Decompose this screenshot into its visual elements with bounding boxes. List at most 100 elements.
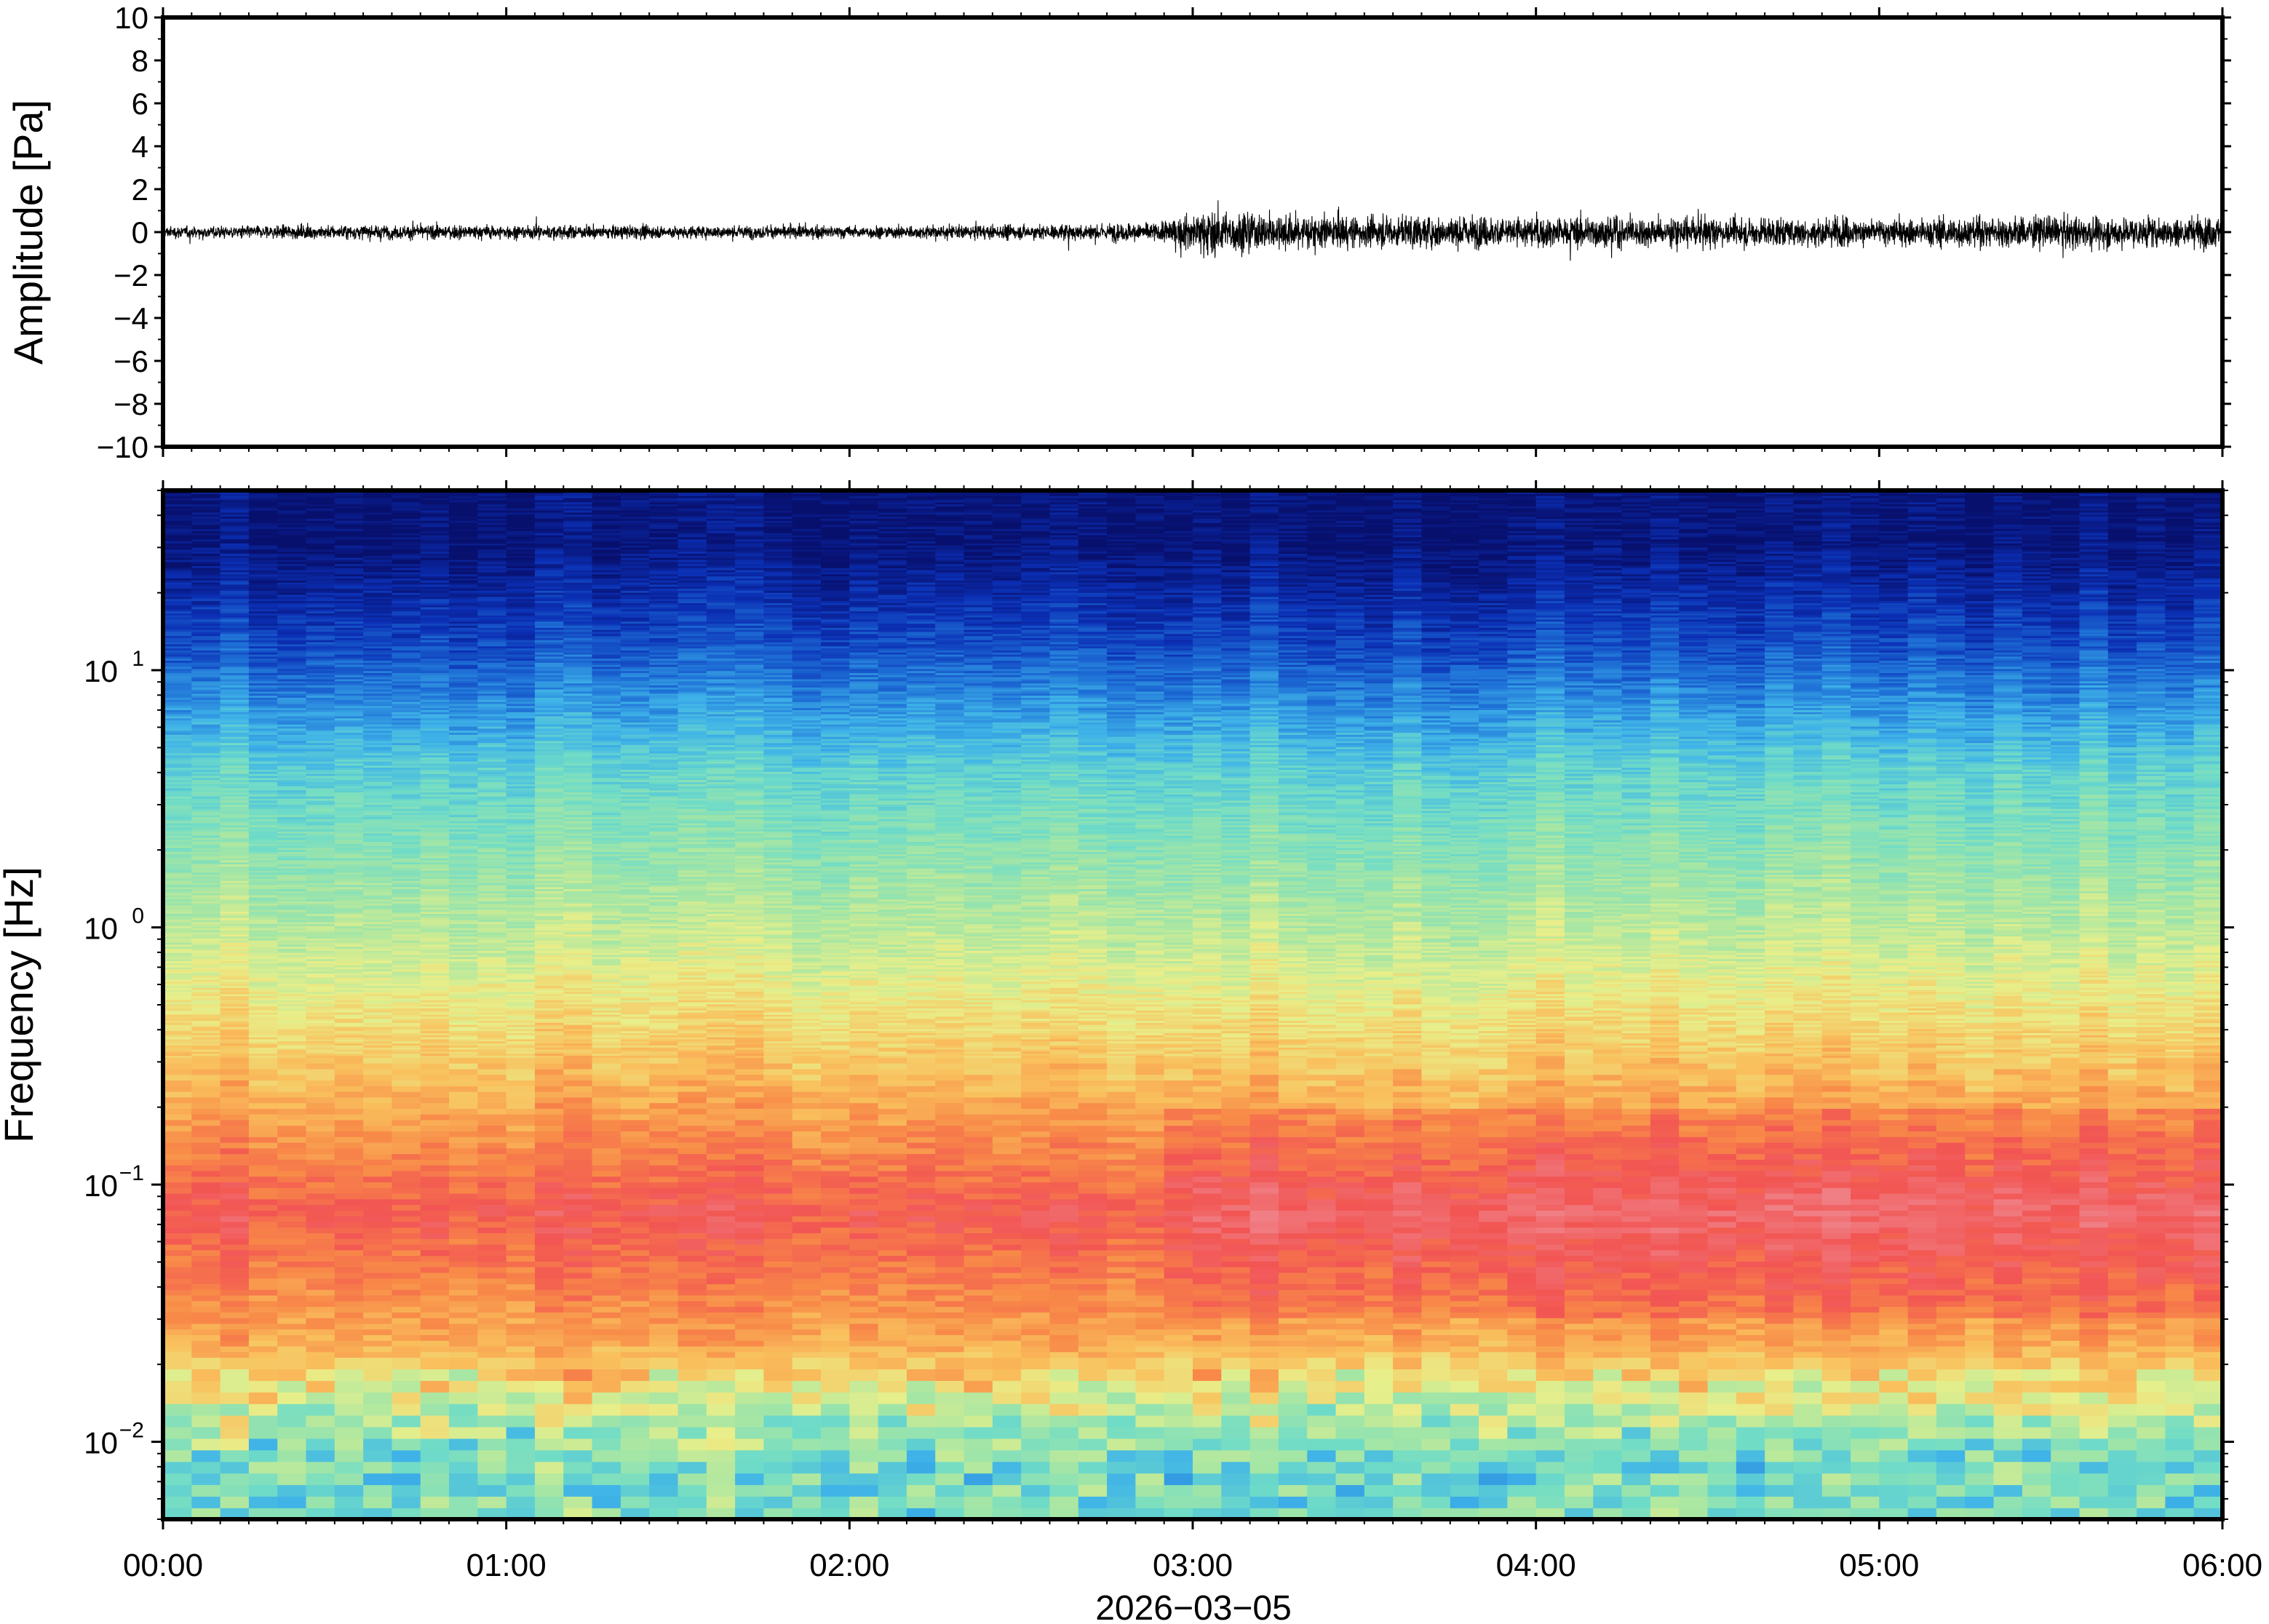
spectrogram-cell (420, 1392, 450, 1404)
spectrogram-cell (277, 1204, 307, 1211)
spectrogram-cell (163, 687, 193, 690)
spectrogram-cell (306, 1010, 335, 1013)
spectrogram-cell (449, 1221, 479, 1228)
spectrogram-cell (277, 901, 307, 904)
spectrogram-cell (191, 672, 221, 675)
spectrogram-cell (392, 792, 421, 795)
spectrogram-cell (306, 697, 335, 700)
spectrogram-cell (506, 1147, 536, 1155)
spectrogram-cell (277, 891, 307, 893)
spectrogram-cell (191, 615, 221, 618)
spectrogram-cell (306, 944, 335, 947)
spectrogram-cell (306, 563, 335, 567)
spectrogram-cell (449, 1086, 479, 1092)
spectrogram-cell (277, 785, 307, 789)
spectrogram-cell (306, 699, 335, 702)
spectrogram-cell (392, 608, 421, 612)
spectrogram-cell (392, 625, 421, 628)
spectrogram-cell (277, 942, 307, 945)
spectrogram-cell (220, 709, 250, 712)
spectrogram-cell (163, 602, 193, 605)
spectrogram-cell (420, 627, 450, 630)
spectrogram-cell (220, 841, 250, 844)
spectrogram-cell (420, 1198, 450, 1206)
spectrogram-cell (163, 1272, 193, 1279)
spectrogram-cell (220, 1113, 250, 1121)
spectrogram-cell (420, 653, 450, 657)
spectrogram-cell (277, 1182, 307, 1188)
spectrogram-cell (248, 853, 279, 856)
spectrogram-cell (449, 1045, 479, 1048)
spectrogram-cell (334, 495, 364, 498)
spectrogram-cell (163, 1176, 193, 1183)
spectrogram-cell (363, 732, 393, 735)
spectrogram-cell (191, 919, 221, 923)
spectrogram-cell (334, 1016, 364, 1019)
spectrogram-cell (277, 662, 307, 665)
spectrogram-cell (420, 1053, 450, 1056)
spectrogram-cell (449, 1294, 479, 1302)
spectrogram-cell (163, 767, 193, 770)
spectrogram-cell (220, 1345, 250, 1353)
spectrogram-cell (420, 1508, 450, 1519)
spectrogram-cell (420, 687, 450, 690)
spectrogram-cell (220, 874, 250, 877)
spectrogram-cell (420, 859, 450, 863)
spectrogram-cell (220, 827, 250, 830)
spectrogram-cell (163, 1496, 193, 1508)
spectrogram-cell (277, 658, 307, 661)
spectrogram-cell (277, 1036, 307, 1040)
spectrogram-cell (277, 571, 307, 575)
spectrogram-cell (449, 1357, 479, 1370)
spectrogram-cell (220, 674, 250, 677)
spectrogram-cell (449, 1062, 479, 1070)
spectrogram-cell (248, 600, 279, 603)
spectrogram-cell (191, 568, 221, 570)
spectrogram-cell (163, 549, 193, 552)
spectrogram-cell (334, 697, 364, 700)
spectrogram-cell (392, 1048, 421, 1052)
spectrogram-cell (163, 1334, 193, 1341)
spectrogram-cell (477, 1380, 507, 1393)
spectrogram-cell (392, 979, 421, 982)
spectrogram-cell (277, 568, 307, 570)
spectrogram-cell (220, 966, 250, 970)
spectrogram-cell (420, 1142, 450, 1149)
spectrogram-cell (363, 974, 393, 978)
spectrogram-cell (392, 752, 421, 756)
spectrogram-cell (306, 1040, 335, 1044)
spectrogram-cell (306, 590, 335, 593)
spectrogram-cell (163, 573, 193, 577)
spectrogram-cell (191, 544, 221, 548)
spectrogram-cell (306, 606, 335, 610)
spectrogram-cell (363, 760, 393, 764)
spectrogram-cell (163, 974, 193, 978)
spectrogram-cell (420, 880, 450, 883)
spectrogram-cell (277, 963, 307, 966)
spectrogram-cell (392, 643, 421, 647)
spectrogram-cell (306, 581, 335, 585)
spectrogram-cell (248, 812, 279, 816)
spectrogram-cell (420, 509, 450, 513)
spectrogram-cell (163, 960, 193, 963)
spectrogram-cell (248, 857, 279, 861)
spectrogram-cell (220, 1403, 250, 1416)
spectrogram-cell (163, 1026, 193, 1030)
spectrogram-cell (363, 1030, 393, 1033)
spectrogram-cell (191, 725, 221, 729)
spectrogram-cell (392, 1300, 421, 1307)
spectrogram-cell (277, 1030, 307, 1033)
spectrogram-cell (220, 927, 250, 931)
spectrogram-cell (306, 894, 335, 898)
spectrogram-cell (306, 1278, 335, 1284)
spectrogram-cell (477, 1351, 507, 1358)
spectrogram-cell (334, 1159, 364, 1166)
spectrogram-cell (248, 864, 279, 867)
spectrogram-cell (392, 1334, 421, 1341)
spectrogram-cell (363, 518, 393, 521)
spectrogram-cell (334, 1010, 364, 1013)
spectrogram-cell (306, 1215, 335, 1222)
spectrogram-cell (334, 650, 364, 653)
spectrogram-cell (420, 688, 450, 692)
spectrogram-cell (334, 1006, 364, 1009)
